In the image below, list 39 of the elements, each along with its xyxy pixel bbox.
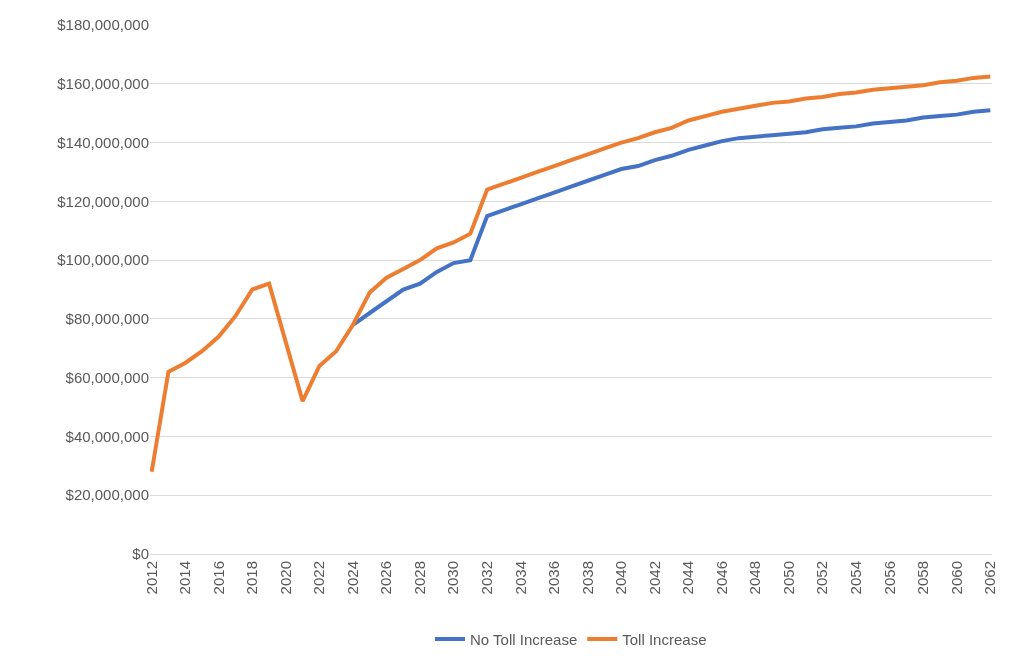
y-tick-label: $20,000,000 [65, 486, 149, 504]
x-tick-label: 2032 [478, 561, 496, 595]
legend-label: Toll Increase [622, 630, 707, 648]
y-tick-label: $140,000,000 [57, 133, 149, 151]
x-tick-label: 2046 [712, 561, 730, 595]
y-tick-label: $60,000,000 [65, 368, 149, 386]
x-tick-label: 2020 [276, 561, 294, 595]
x-tick-label: 2044 [679, 561, 697, 595]
x-tick-label: 2022 [310, 561, 328, 595]
y-tick-label: $120,000,000 [57, 192, 149, 210]
x-tick-label: 2014 [176, 561, 194, 595]
x-tick-label: 2040 [612, 561, 630, 595]
x-tick-label: 2056 [880, 561, 898, 595]
x-tick-label: 2026 [377, 561, 395, 595]
y-tick-label: $80,000,000 [65, 310, 149, 328]
x-tick-label: 2030 [444, 561, 462, 595]
x-tick-label: 2062 [981, 561, 999, 595]
x-tick-label: 2048 [746, 561, 764, 595]
x-tick-label: 2042 [645, 561, 663, 595]
x-tick-label: 2012 [142, 561, 160, 595]
x-tick-label: 2058 [914, 561, 932, 595]
x-tick-label: 2036 [545, 561, 563, 595]
x-tick-label: 2024 [343, 561, 361, 595]
y-tick-label: $160,000,000 [57, 75, 149, 93]
y-tick-label: $40,000,000 [65, 427, 149, 445]
x-tick-label: 2018 [243, 561, 261, 595]
y-tick-label: $180,000,000 [57, 16, 149, 34]
x-tick-label: 2034 [511, 561, 529, 595]
x-tick-label: 2054 [847, 561, 865, 595]
x-tick-label: 2052 [813, 561, 831, 595]
y-tick-label: $0 [132, 545, 149, 563]
x-tick-label: 2060 [947, 561, 965, 595]
y-tick-label: $100,000,000 [57, 251, 149, 269]
x-tick-label: 2050 [779, 561, 797, 595]
legend-label: No Toll Increase [470, 630, 578, 648]
x-tick-label: 2038 [578, 561, 596, 595]
x-tick-label: 2016 [209, 561, 227, 595]
line-series [150, 74, 992, 474]
x-tick-label: 2028 [410, 561, 428, 595]
